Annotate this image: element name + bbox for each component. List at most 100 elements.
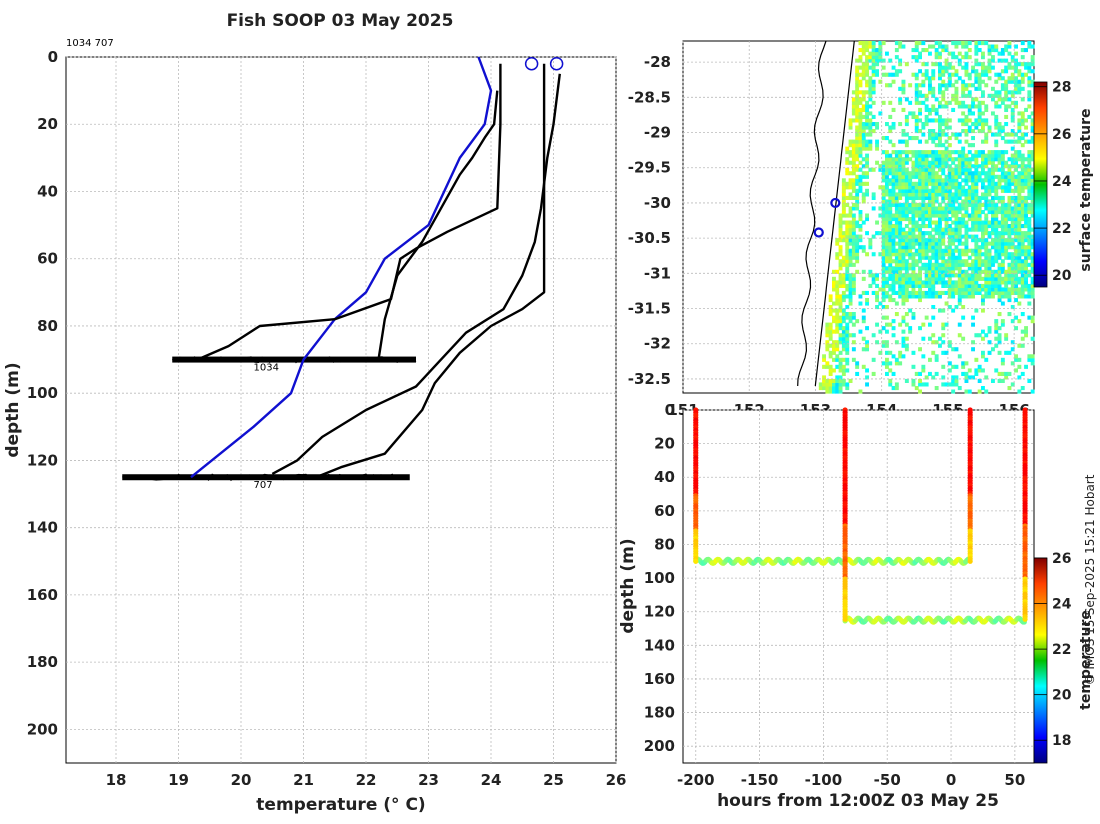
sst-cell: [954, 283, 959, 288]
sst-cell: [918, 389, 922, 394]
sst-cell: [878, 44, 883, 49]
sst-cell: [911, 202, 916, 207]
sst-cell: [1024, 72, 1028, 77]
sst-cell: [954, 90, 959, 95]
sst-cell: [964, 51, 969, 56]
sst-cell: [991, 160, 995, 165]
sst-cell: [1020, 118, 1025, 123]
sst-cell: [911, 378, 916, 383]
sst-cell: [994, 164, 999, 169]
sst-cell: [901, 231, 906, 236]
sst-cell: [964, 375, 969, 380]
sst-cell: [971, 266, 975, 271]
surface-marker: [549, 56, 564, 71]
sst-cell: [851, 202, 856, 207]
sst-cell: [908, 255, 913, 260]
sst-cell: [951, 294, 956, 299]
sst-cell: [901, 287, 906, 292]
sst-cell: [1014, 210, 1018, 215]
sst-cell: [971, 290, 975, 295]
sst-cell: [1030, 136, 1035, 141]
sst-cell: [967, 217, 972, 222]
sst-cell: [938, 343, 942, 348]
sst-cell: [964, 114, 969, 119]
sst-cell: [1010, 111, 1015, 116]
sst-cell: [974, 150, 979, 155]
sst-cell: [1014, 266, 1018, 271]
sst-cell: [835, 255, 840, 260]
sst-cell: [981, 269, 985, 274]
sst-cell: [914, 283, 919, 288]
sst-cell: [1004, 181, 1009, 186]
sst-cell: [828, 298, 833, 303]
sst-cell: [841, 220, 846, 225]
sst-cell: [977, 171, 982, 176]
sst-cell: [861, 132, 866, 137]
sst-cell: [1027, 69, 1032, 74]
sst-cell: [1030, 150, 1035, 155]
sst-cell: [994, 231, 999, 236]
sst-cell: [914, 185, 919, 190]
sst-cell: [901, 160, 906, 165]
sst-cell: [938, 118, 942, 123]
sst-cell: [984, 72, 989, 77]
sst-cell: [908, 266, 913, 271]
sst-cell: [1004, 269, 1009, 274]
sst-cell: [1010, 139, 1015, 144]
sst-cell: [1004, 238, 1009, 243]
sst-cell: [931, 280, 936, 285]
sst-cell: [911, 164, 916, 169]
sst-cell: [934, 220, 939, 225]
sst-cell: [991, 202, 995, 207]
sst-cell: [891, 188, 896, 193]
sst-cell: [977, 245, 982, 250]
sst-cell: [924, 315, 929, 320]
sst-cell: [947, 72, 952, 77]
sst-cell: [1027, 44, 1032, 49]
sst-cell: [977, 83, 982, 88]
sst-cell: [871, 51, 876, 56]
sst-cell: [981, 69, 985, 74]
sst-cell: [1017, 262, 1022, 267]
sst-cell: [961, 160, 966, 165]
sst-cell: [838, 273, 843, 278]
sst-cell: [981, 55, 985, 60]
sst-cell: [924, 273, 929, 278]
sst-cell: [878, 301, 883, 306]
sst-cell: [957, 104, 962, 109]
sst-cell: [961, 206, 966, 211]
sst-cell: [967, 150, 972, 155]
sst-cell: [841, 255, 846, 260]
sst-cell: [1024, 283, 1028, 288]
sst-cell: [931, 252, 936, 257]
sst-cell: [1007, 231, 1012, 236]
sst-cell: [941, 248, 946, 253]
sst-cell: [941, 308, 946, 313]
sst-cell: [832, 340, 836, 345]
sst-cell: [911, 224, 916, 229]
sst-cell: [991, 294, 995, 299]
sst-cell: [984, 188, 989, 193]
sst-cell: [1000, 234, 1005, 239]
sst-cell: [934, 276, 939, 281]
sst-cell: [881, 164, 886, 169]
sst-cell: [938, 294, 942, 299]
sst-cell: [951, 364, 956, 369]
sst-cell: [1014, 290, 1018, 295]
sst-cell: [934, 269, 939, 274]
sst-cell: [938, 104, 942, 109]
sst-cell: [865, 62, 869, 67]
sst-cell: [984, 227, 989, 232]
sst-cell: [825, 389, 830, 394]
sst-cell: [974, 185, 979, 190]
sst-cell: [1020, 238, 1025, 243]
sst-cell: [914, 44, 919, 49]
sst-cell: [1014, 213, 1018, 218]
sst-cell: [838, 245, 843, 250]
sst-cell: [828, 305, 833, 310]
sst-cell: [838, 259, 843, 264]
sst-cell: [894, 160, 899, 165]
map-colorbar: [1033, 81, 1048, 288]
sst-cell: [908, 185, 913, 190]
sst-cell: [861, 107, 866, 112]
